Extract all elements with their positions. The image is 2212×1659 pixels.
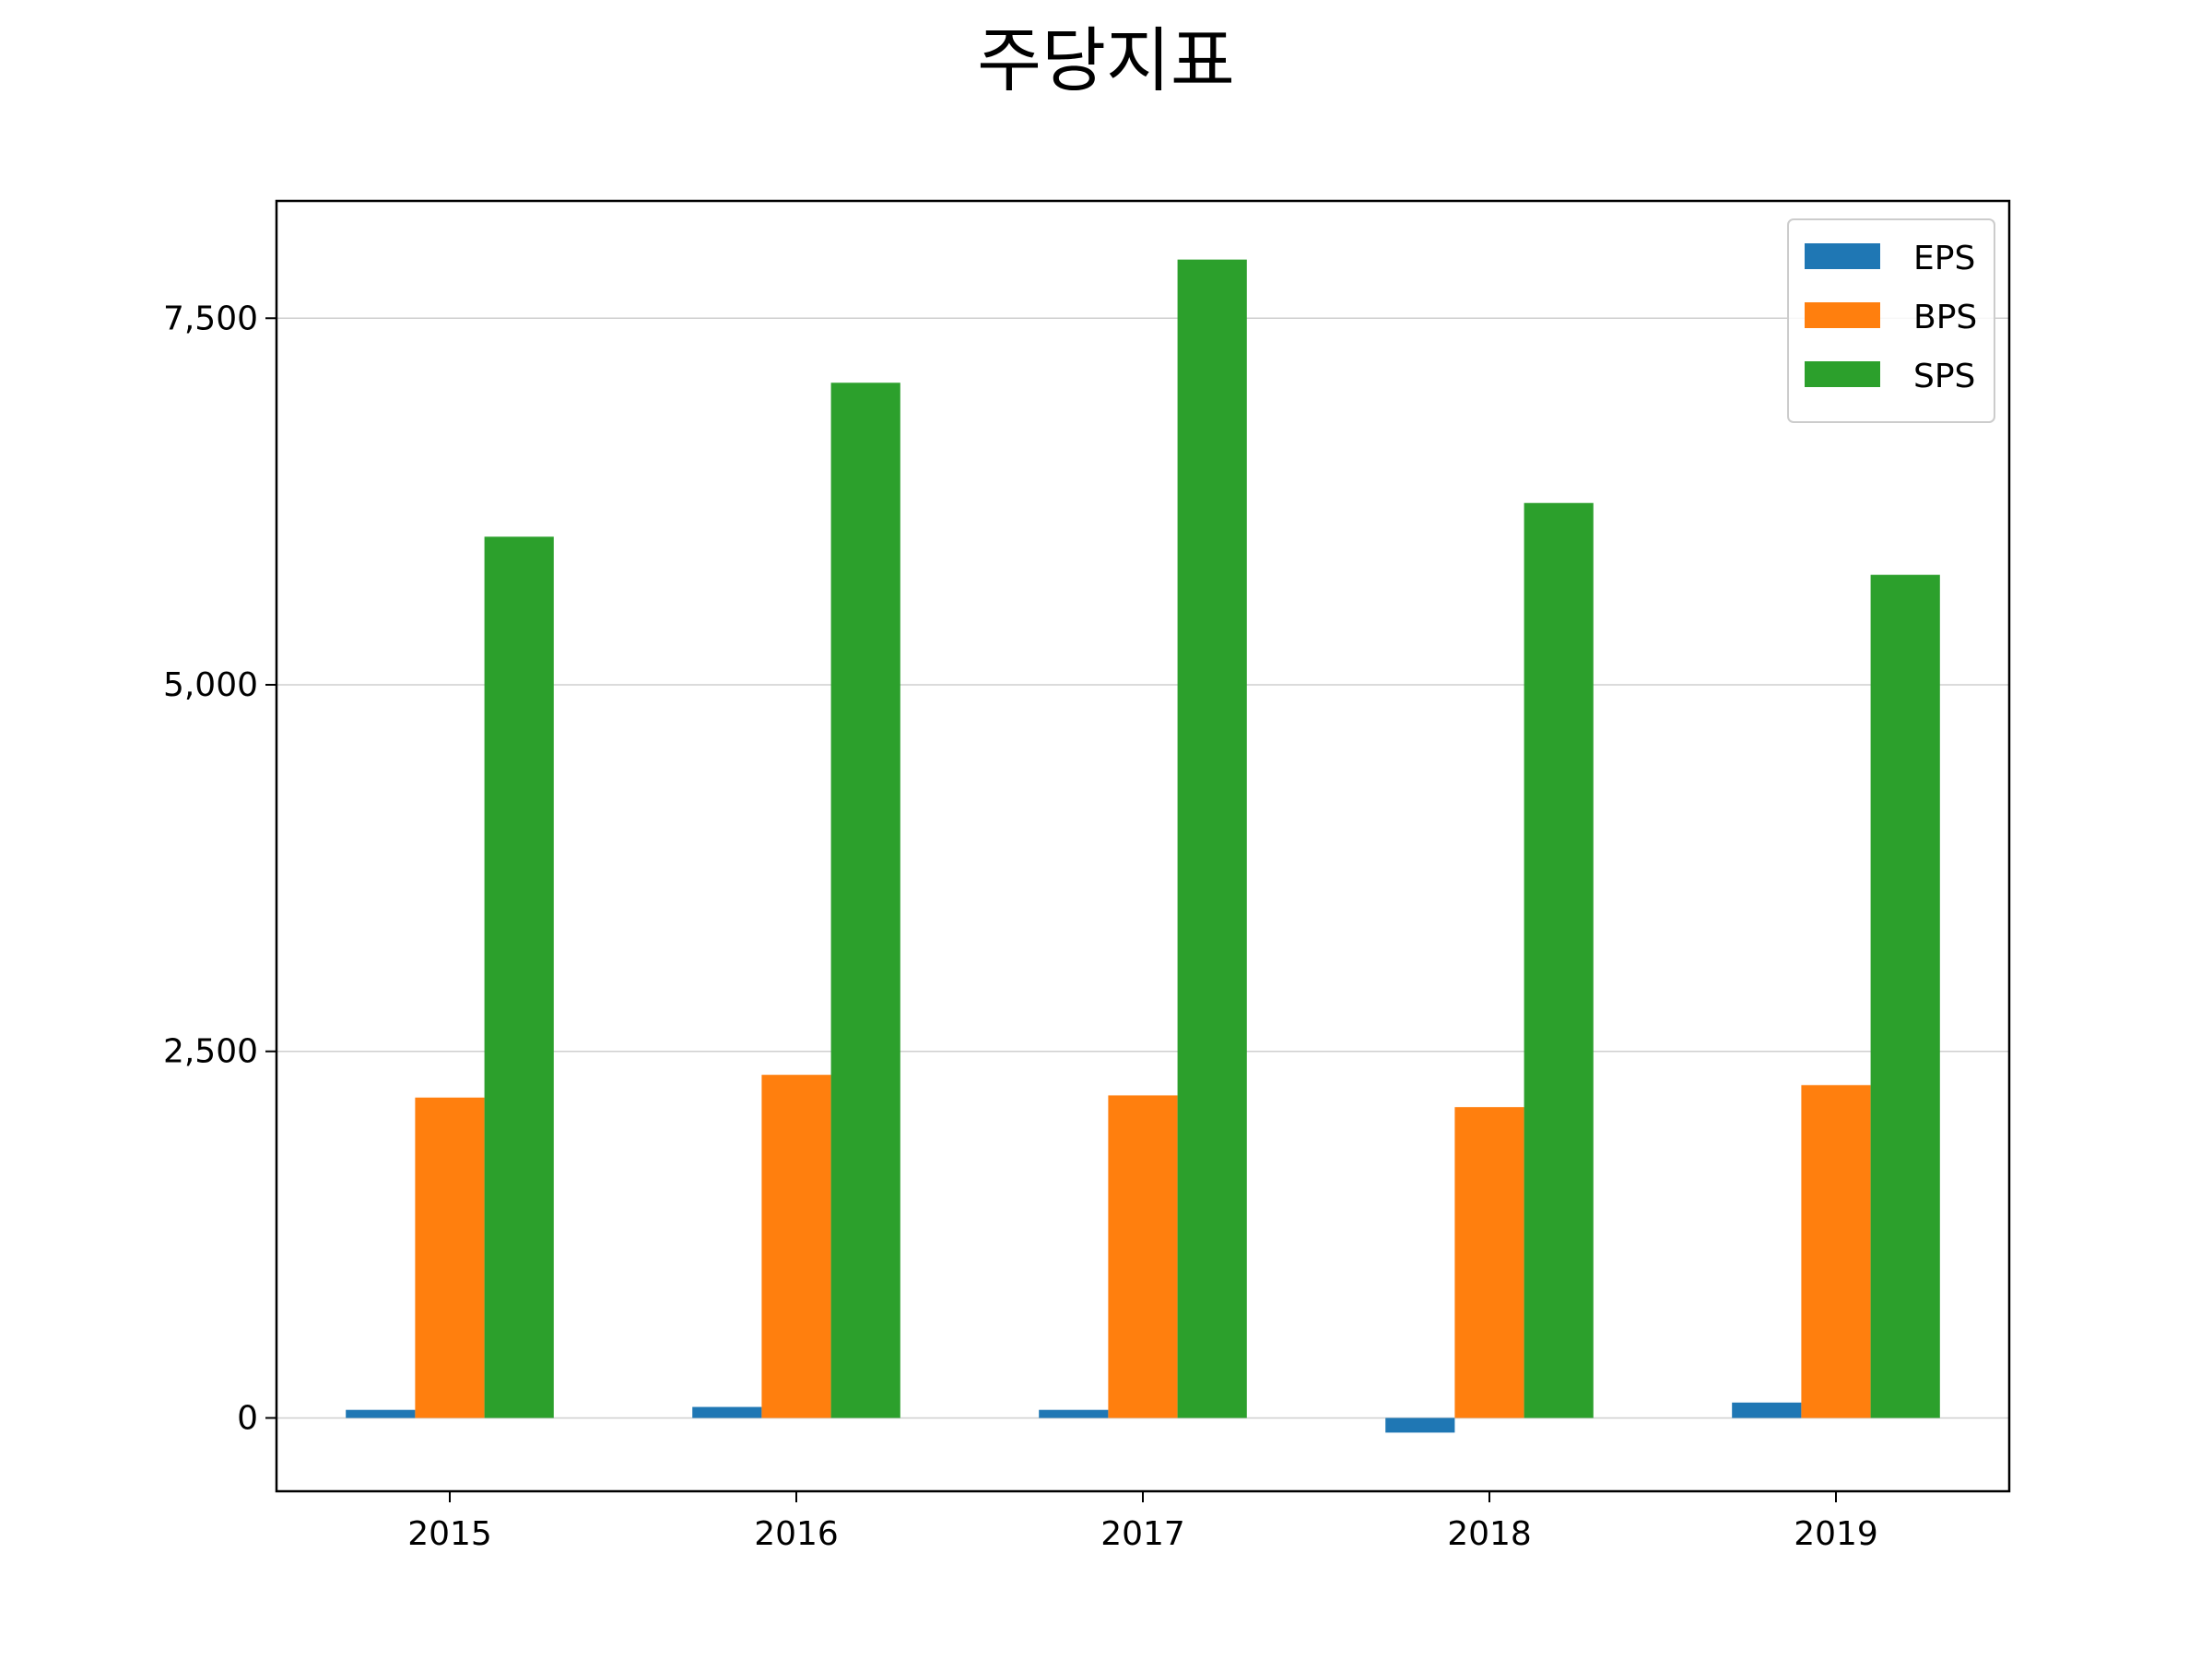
- y-tick-label: 5,000: [163, 666, 258, 704]
- bar-sps-2018: [1524, 502, 1594, 1418]
- bar-eps-2018: [1385, 1418, 1455, 1433]
- bar-bps-2019: [1801, 1085, 1871, 1418]
- chart-title: 주당지표: [977, 19, 1235, 101]
- y-tick-label: 2,500: [163, 1033, 258, 1071]
- bar-sps-2015: [484, 536, 554, 1418]
- y-tick-label: 0: [237, 1399, 258, 1437]
- legend-label-eps: EPS: [1913, 240, 1975, 277]
- y-tick-label: 7,500: [163, 300, 258, 337]
- axes: 0 2,500 5,000 7,500 2015 2016 2017 2018 2019: [163, 199, 2011, 1553]
- bar-bps-2015: [415, 1097, 485, 1418]
- bar-bps-2016: [761, 1075, 831, 1418]
- legend-swatch-bps: [1805, 302, 1880, 328]
- x-tick-label: 2015: [407, 1515, 492, 1553]
- bar-eps-2017: [1039, 1409, 1109, 1418]
- bar-eps-2015: [346, 1409, 416, 1418]
- legend: EPS BPS SPS: [1787, 218, 1995, 423]
- x-tick-label: 2019: [1794, 1515, 1878, 1553]
- plot-frame: [275, 199, 2011, 1493]
- legend-label-sps: SPS: [1913, 358, 1975, 395]
- x-tick-label: 2017: [1100, 1515, 1185, 1553]
- bars: [346, 259, 1940, 1433]
- legend-swatch-eps: [1805, 243, 1880, 269]
- bar-eps-2019: [1732, 1402, 1802, 1418]
- bar-bps-2018: [1454, 1107, 1524, 1418]
- bar-sps-2019: [1870, 574, 1940, 1418]
- bar-sps-2016: [830, 382, 900, 1418]
- x-tick-label: 2016: [754, 1515, 839, 1553]
- bar-sps-2017: [1177, 259, 1247, 1418]
- legend-label-bps: BPS: [1913, 299, 1977, 336]
- bar-bps-2017: [1108, 1095, 1178, 1418]
- legend-swatch-sps: [1805, 361, 1880, 387]
- x-tick-label: 2018: [1447, 1515, 1532, 1553]
- bar-eps-2016: [692, 1406, 762, 1418]
